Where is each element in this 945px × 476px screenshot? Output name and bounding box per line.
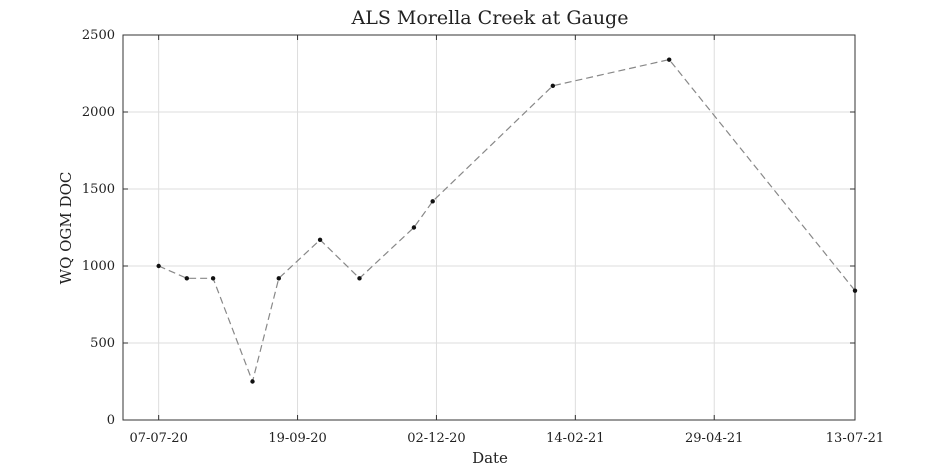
y-tick-label: 0 xyxy=(107,413,115,428)
series-line xyxy=(158,58,856,384)
data-point xyxy=(210,276,216,281)
data-point xyxy=(156,263,161,269)
grid xyxy=(123,34,856,421)
data-point xyxy=(250,379,255,384)
x-tick-label: 07-07-20 xyxy=(129,431,187,446)
y-axis-label: WQ OGM DOC xyxy=(57,172,75,285)
data-point xyxy=(430,199,435,204)
x-tick-label: 13-07-21 xyxy=(826,431,884,446)
x-tick-label: 14-02-21 xyxy=(546,431,604,446)
data-point xyxy=(666,57,672,62)
data-point xyxy=(550,83,556,89)
x-axis-label: Date xyxy=(472,449,508,467)
series xyxy=(156,57,858,384)
data-point xyxy=(317,237,323,243)
y-tick-label: 2000 xyxy=(82,105,115,120)
x-tick-label: 19-09-20 xyxy=(268,431,326,446)
axis-ticks: 0 500 1000 1500 2000 2500 07-07-20 19-09-20 02-1… xyxy=(82,28,884,446)
data-point xyxy=(411,225,417,230)
data-point xyxy=(184,276,190,281)
chart-title: ALS Morella Creek at Gauge xyxy=(351,7,629,29)
y-tick-label: 1000 xyxy=(82,259,115,274)
x-tick-label: 29-04-21 xyxy=(685,431,743,446)
plot-frame xyxy=(122,34,856,421)
x-tick-label: 02-12-20 xyxy=(407,431,465,446)
y-tick-label: 1500 xyxy=(82,182,115,197)
data-point xyxy=(852,288,858,293)
data-point xyxy=(276,276,281,281)
y-tick-label: 500 xyxy=(90,336,115,351)
data-point xyxy=(357,276,362,281)
y-tick-label: 2500 xyxy=(82,28,115,43)
